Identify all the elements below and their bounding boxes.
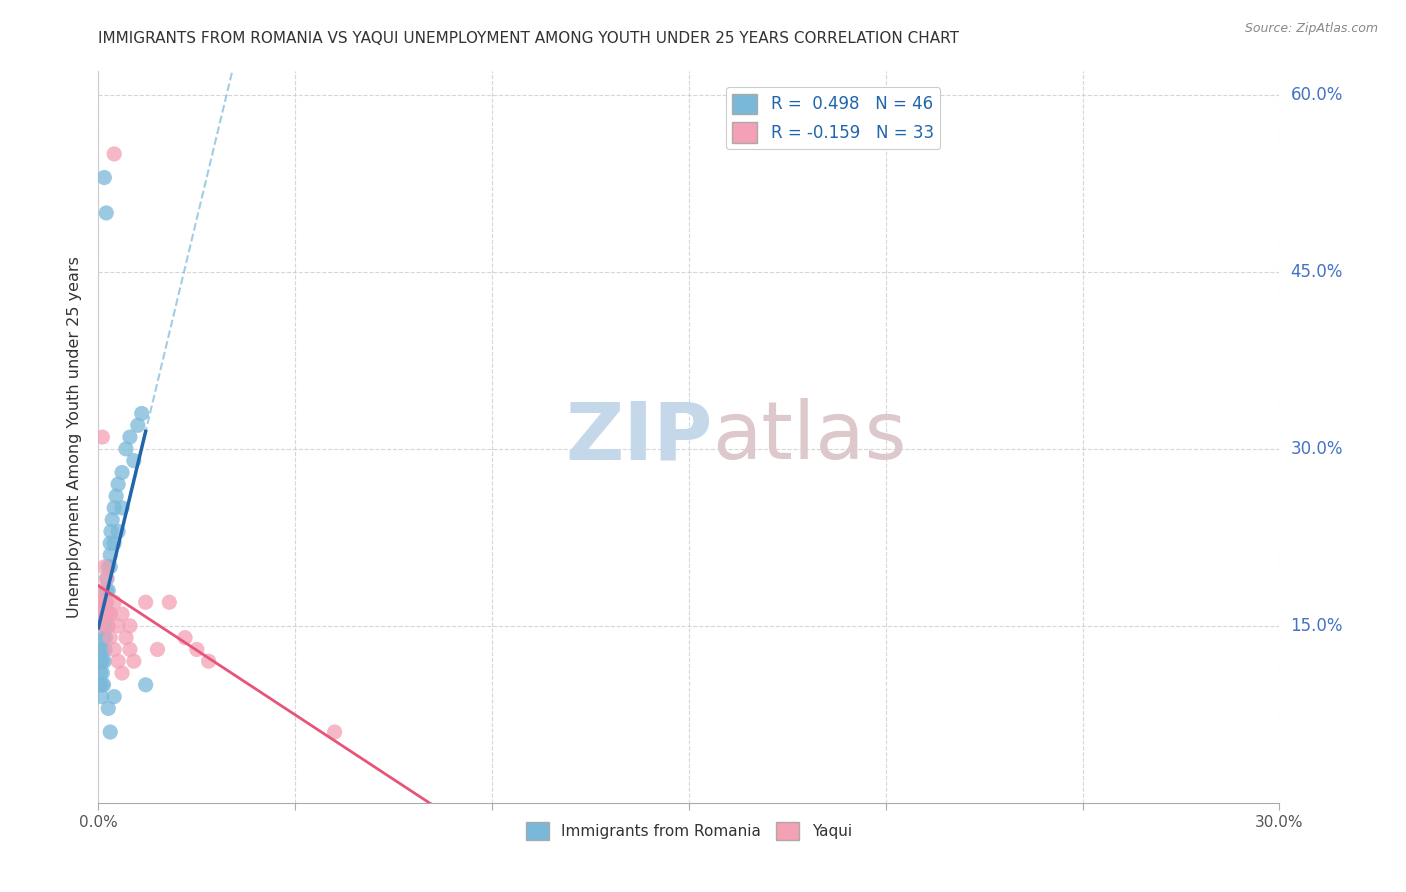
Point — [186, 642, 208, 657]
Point — [118, 430, 141, 444]
Point — [93, 170, 115, 185]
Point — [94, 642, 117, 657]
Point — [97, 619, 120, 633]
Point — [107, 654, 129, 668]
Point — [107, 477, 129, 491]
Point — [105, 489, 128, 503]
Point — [131, 407, 153, 421]
Point — [103, 147, 125, 161]
Point — [97, 583, 120, 598]
Text: 45.0%: 45.0% — [1291, 263, 1343, 281]
Point — [98, 725, 121, 739]
Point — [93, 607, 115, 621]
Point — [94, 631, 117, 645]
Point — [111, 500, 134, 515]
Point — [90, 595, 112, 609]
Point — [89, 678, 111, 692]
Point — [115, 442, 138, 456]
Text: 60.0%: 60.0% — [1291, 86, 1343, 104]
Point — [98, 559, 121, 574]
Point — [157, 595, 180, 609]
Point — [96, 595, 118, 609]
Point — [91, 583, 114, 598]
Point — [96, 607, 118, 621]
Point — [107, 524, 129, 539]
Point — [93, 678, 115, 692]
Point — [111, 607, 134, 621]
Point — [89, 595, 111, 609]
Point — [127, 418, 149, 433]
Point — [97, 701, 120, 715]
Point — [91, 666, 114, 681]
Legend: Immigrants from Romania, Yaqui: Immigrants from Romania, Yaqui — [520, 815, 858, 847]
Point — [146, 642, 169, 657]
Point — [96, 607, 118, 621]
Point — [111, 466, 134, 480]
Point — [122, 453, 145, 467]
Point — [101, 513, 124, 527]
Point — [96, 572, 118, 586]
Point — [93, 619, 115, 633]
Point — [90, 690, 112, 704]
Point — [91, 678, 114, 692]
Point — [197, 654, 219, 668]
Point — [89, 654, 111, 668]
Point — [97, 559, 120, 574]
Point — [98, 607, 121, 621]
Point — [103, 595, 125, 609]
Point — [90, 642, 112, 657]
Text: atlas: atlas — [713, 398, 907, 476]
Point — [111, 666, 134, 681]
Point — [91, 430, 114, 444]
Point — [118, 619, 141, 633]
Point — [96, 206, 118, 220]
Point — [103, 500, 125, 515]
Point — [323, 725, 346, 739]
Text: IMMIGRANTS FROM ROMANIA VS YAQUI UNEMPLOYMENT AMONG YOUTH UNDER 25 YEARS CORRELA: IMMIGRANTS FROM ROMANIA VS YAQUI UNEMPLO… — [98, 31, 959, 46]
Text: 30.0%: 30.0% — [1291, 440, 1343, 458]
Point — [96, 595, 118, 609]
Point — [98, 548, 121, 562]
Point — [103, 690, 125, 704]
Point — [174, 631, 197, 645]
Text: Source: ZipAtlas.com: Source: ZipAtlas.com — [1244, 22, 1378, 36]
Point — [89, 666, 111, 681]
Point — [100, 524, 122, 539]
Point — [93, 559, 115, 574]
Point — [91, 654, 114, 668]
Point — [93, 607, 115, 621]
Point — [98, 536, 121, 550]
Point — [91, 642, 114, 657]
Point — [118, 642, 141, 657]
Point — [135, 678, 157, 692]
Point — [135, 595, 157, 609]
Text: ZIP: ZIP — [565, 398, 713, 476]
Point — [98, 631, 121, 645]
Point — [107, 619, 129, 633]
Point — [93, 654, 115, 668]
Point — [89, 619, 111, 633]
Point — [122, 654, 145, 668]
Y-axis label: Unemployment Among Youth under 25 years: Unemployment Among Youth under 25 years — [67, 256, 83, 618]
Point — [103, 642, 125, 657]
Point — [96, 583, 118, 598]
Point — [96, 619, 118, 633]
Point — [96, 572, 118, 586]
Point — [103, 536, 125, 550]
Point — [115, 631, 138, 645]
Point — [89, 607, 111, 621]
Text: 15.0%: 15.0% — [1291, 617, 1343, 635]
Point — [98, 607, 121, 621]
Point — [93, 631, 115, 645]
